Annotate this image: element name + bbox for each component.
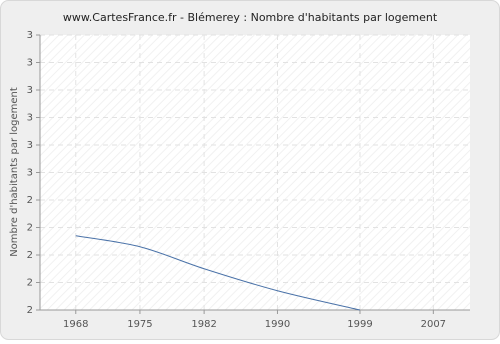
y-tick-label: 3 (27, 140, 33, 151)
y-tick-label: 2 (27, 278, 33, 289)
x-tick-label: 1975 (127, 319, 152, 330)
y-tick-label: 3 (27, 30, 33, 41)
y-tick-label: 2 (27, 250, 33, 261)
chart-title: www.CartesFrance.fr - Blémerey : Nombre … (63, 11, 438, 24)
y-tick-label: 3 (27, 113, 33, 124)
y-tick-label: 3 (27, 85, 33, 96)
x-tick-label: 1999 (347, 319, 372, 330)
y-tick-label: 2 (27, 195, 33, 206)
y-axis-label: Nombre d'habitants par logement (9, 87, 20, 257)
y-tick-label: 3 (27, 168, 33, 179)
line (75, 235, 361, 311)
x-tick-label: 2007 (421, 319, 446, 330)
x-tick-label: 1982 (191, 319, 216, 330)
x-tick-label: 1990 (265, 319, 290, 330)
y-tick-label: 3 (27, 58, 33, 69)
y-tick-label: 2 (27, 223, 33, 234)
plot-hatch (40, 35, 470, 310)
x-tick-label: 1968 (63, 319, 88, 330)
y-tick-label: 2 (27, 305, 33, 316)
